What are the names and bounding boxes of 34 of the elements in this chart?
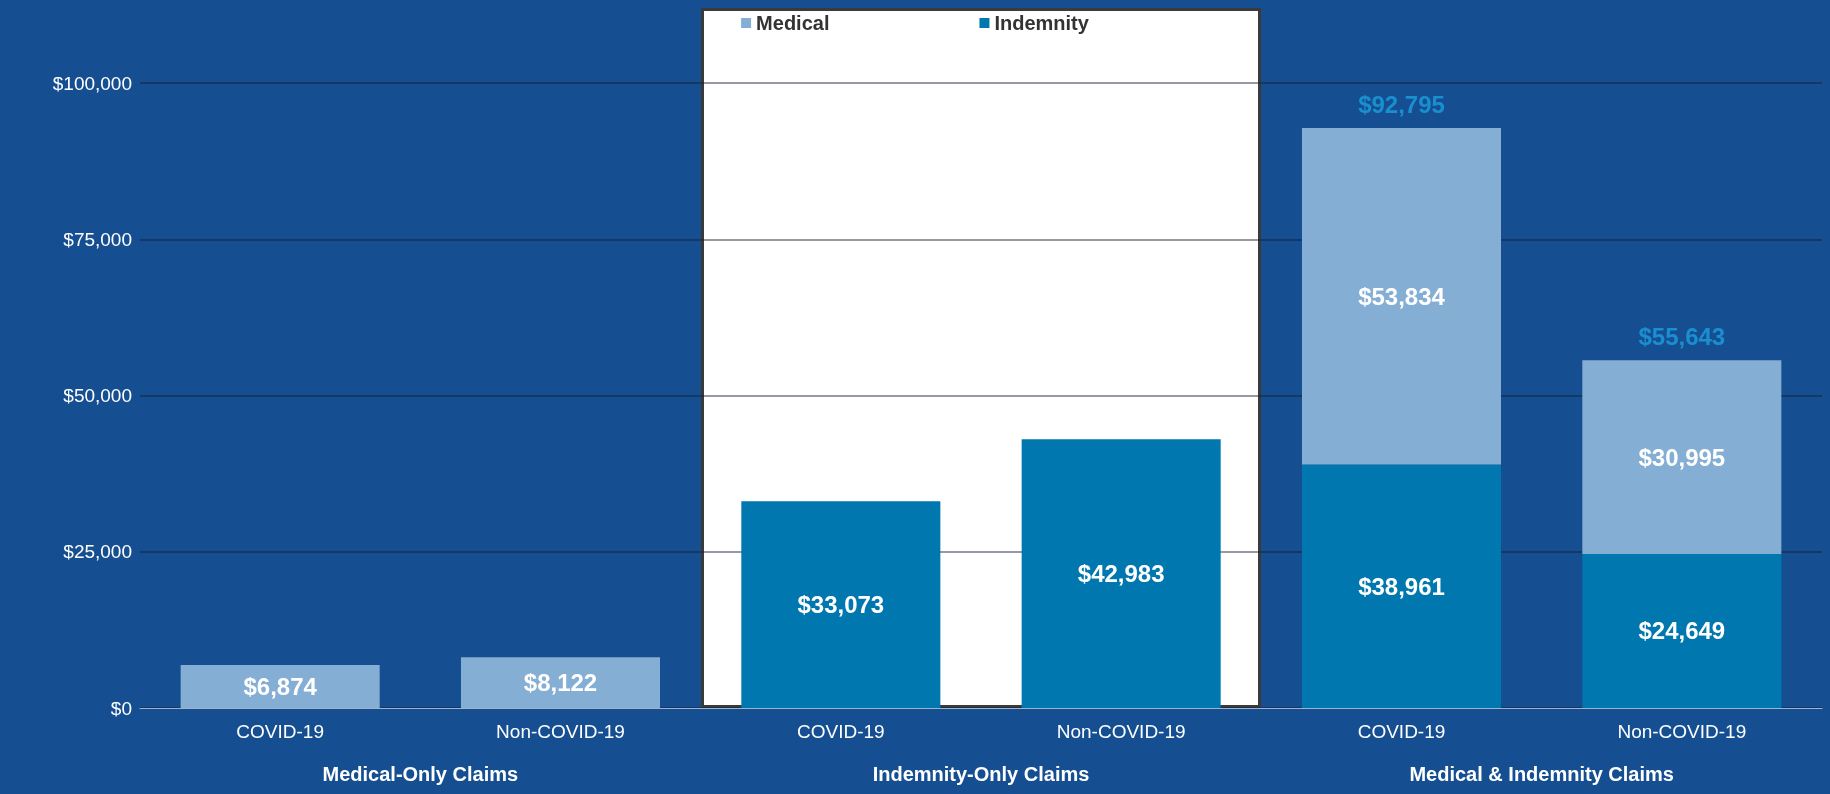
x-tick-label: Non-COVID-19 xyxy=(1617,721,1747,742)
x-tick-label: Non-COVID-19 xyxy=(1056,721,1186,742)
bar xyxy=(741,501,941,708)
y-tick-label: $75,000 xyxy=(63,228,132,250)
bar xyxy=(1021,439,1221,708)
legend-label: Medical xyxy=(756,12,830,34)
data-label: $6,874 xyxy=(243,673,318,701)
y-tick-label: $0 xyxy=(110,697,132,719)
text: Medical-Only Claims xyxy=(322,763,519,785)
text: Medical & Indemnity Claims xyxy=(1409,763,1674,785)
total-label: $55,643 xyxy=(1638,322,1726,350)
y-tick-label: $100,000 xyxy=(52,72,132,94)
data-label: $42,983 xyxy=(1077,560,1165,588)
data-label: $38,961 xyxy=(1358,572,1445,600)
bar xyxy=(180,665,380,708)
data-label: $33,073 xyxy=(797,591,885,619)
bar xyxy=(1301,128,1502,465)
data-label: $30,995 xyxy=(1638,443,1726,471)
data-label: $8,122 xyxy=(523,669,598,697)
total-label: $92,795 xyxy=(1358,90,1445,118)
bar xyxy=(1582,553,1782,708)
data-label: $53,834 xyxy=(1358,282,1446,310)
x-tick-label: COVID-19 xyxy=(236,721,324,742)
y-tick-label: $50,000 xyxy=(63,385,132,406)
bar xyxy=(1301,464,1502,708)
y-tick-label: $25,000 xyxy=(63,541,132,563)
legend-label: Indemnity xyxy=(994,12,1090,34)
bar xyxy=(1582,360,1782,554)
x-tick-label: COVID-19 xyxy=(1357,721,1446,742)
x-tick-label: Non-COVID-19 xyxy=(496,721,625,742)
bar xyxy=(460,657,661,708)
text: Indemnity-Only Claims xyxy=(872,763,1090,785)
x-tick-label: COVID-19 xyxy=(797,721,885,742)
data-label: $24,649 xyxy=(1638,617,1726,645)
